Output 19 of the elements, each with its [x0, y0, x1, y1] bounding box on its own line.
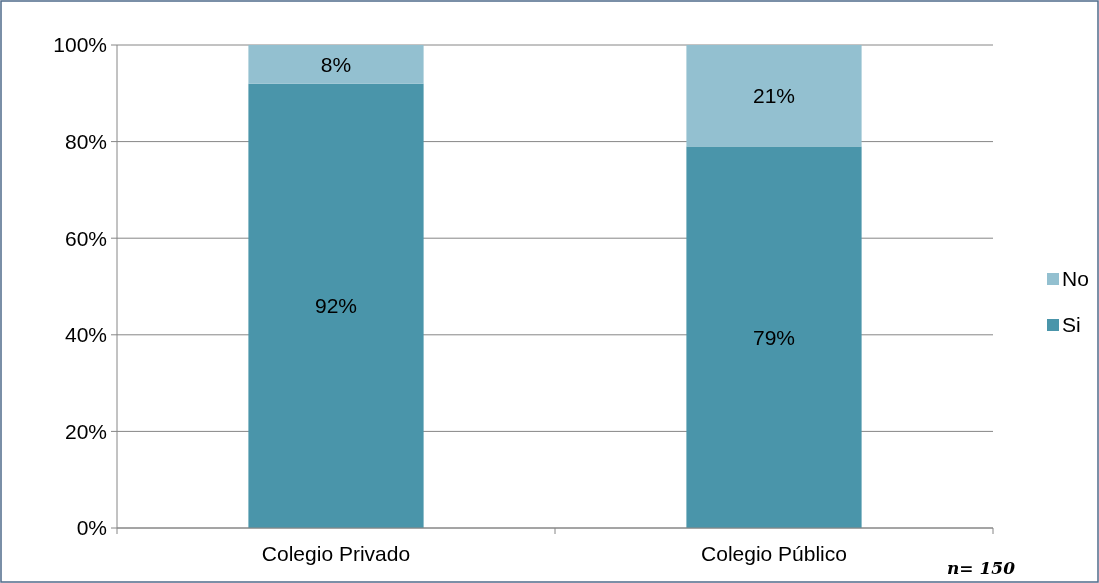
- x-tick-label: Colegio Público: [701, 542, 847, 565]
- data-label: 79%: [752, 325, 796, 349]
- bar: [248, 45, 424, 84]
- y-tick-label: 80%: [64, 129, 107, 153]
- y-tick-label: 100%: [53, 33, 107, 57]
- bar: [686, 45, 862, 147]
- y-tick-label: 40%: [64, 323, 107, 347]
- y-tick-label: 60%: [64, 226, 107, 250]
- bar: [686, 146, 862, 528]
- data-label: 92%: [314, 294, 358, 318]
- data-label: 21%: [752, 84, 796, 108]
- x-tick-label: Colegio Privado: [261, 542, 411, 565]
- y-tick-label: 20%: [64, 419, 107, 443]
- y-tick-label: 0%: [76, 516, 107, 540]
- bar: [248, 83, 424, 528]
- legend-label: No: [1062, 267, 1089, 291]
- legend-label: Si: [1062, 313, 1081, 337]
- text: n= 150: [946, 558, 1016, 578]
- data-label: 8%: [320, 52, 352, 76]
